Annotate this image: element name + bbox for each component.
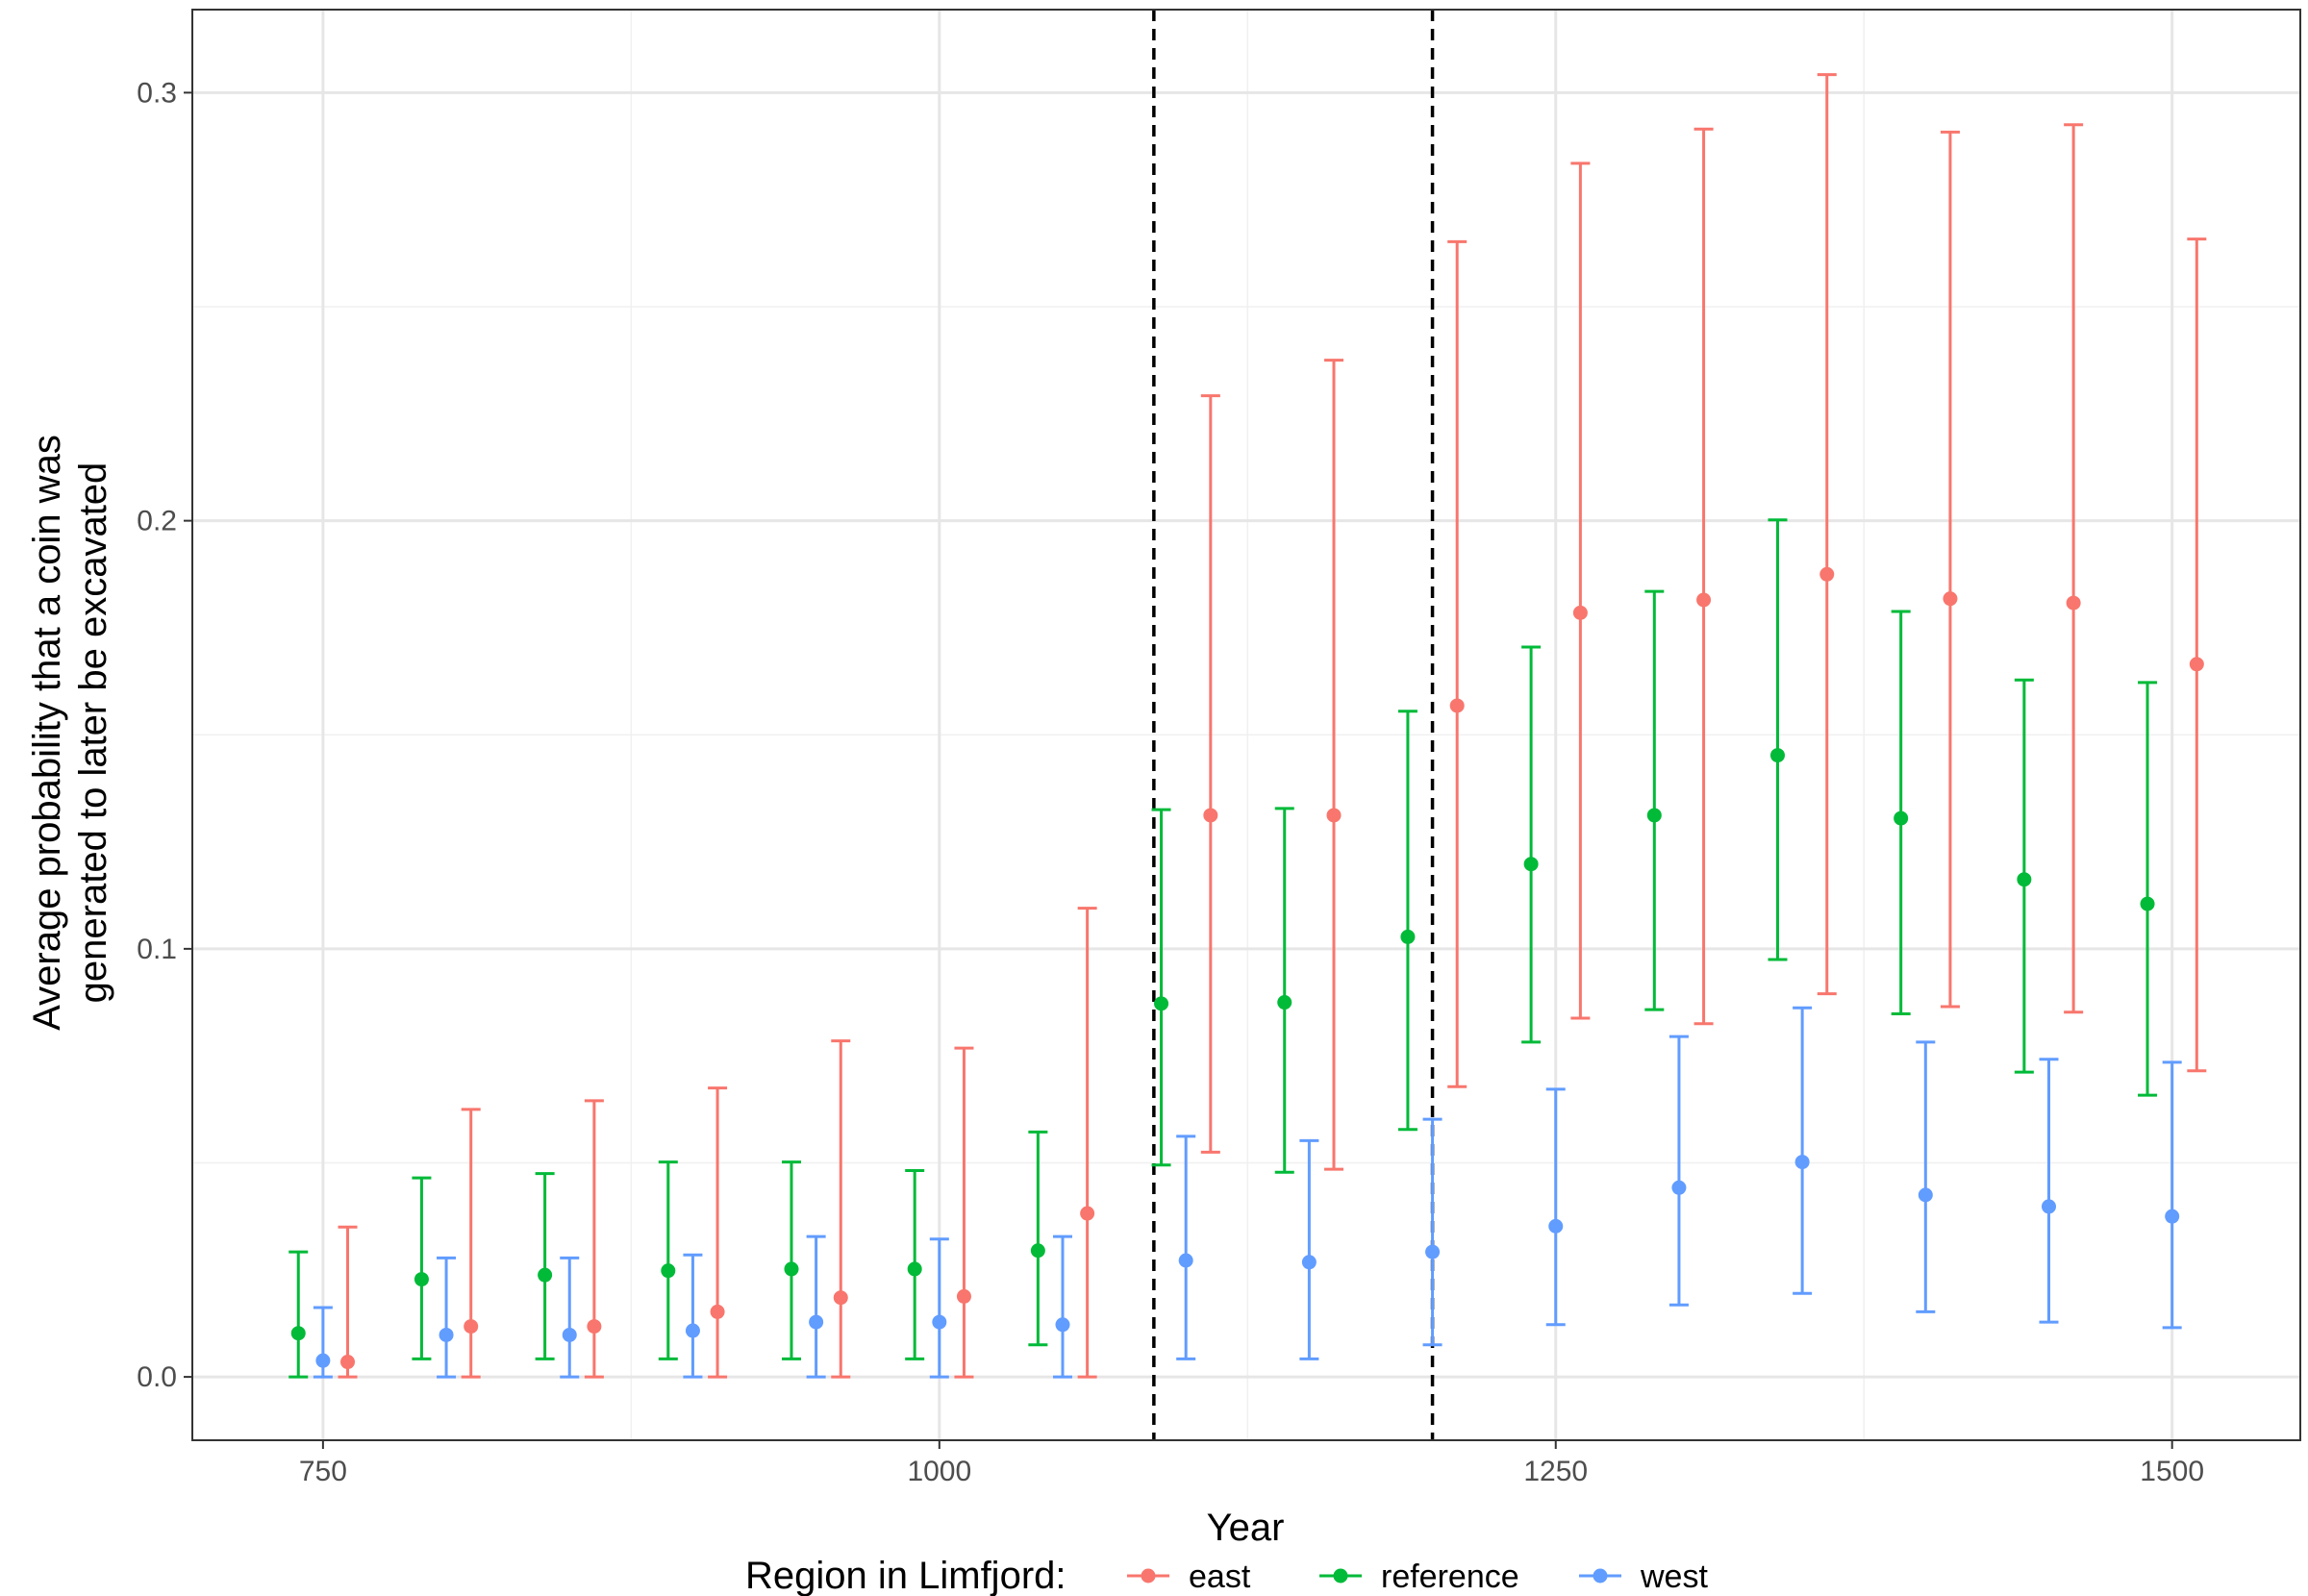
x-tick-label: 1250 — [1523, 1456, 1588, 1487]
point-west — [2041, 1199, 2056, 1214]
point-reference — [1769, 748, 1785, 763]
point-east — [2066, 595, 2081, 611]
point-west — [685, 1323, 700, 1338]
point-east — [1080, 1206, 1095, 1221]
x-tick-label: 1500 — [2140, 1456, 2204, 1487]
point-reference — [1277, 995, 1292, 1010]
legend-label-reference: reference — [1381, 1559, 1519, 1595]
point-west — [439, 1327, 454, 1342]
point-east — [1819, 566, 1835, 582]
panel-border — [191, 9, 2301, 1441]
point-east — [340, 1355, 356, 1370]
x-axis-title: Year — [1207, 1507, 1285, 1549]
reference-lines — [1152, 10, 1435, 1440]
x-tick-label: 1000 — [907, 1456, 971, 1487]
series-layer — [288, 73, 2207, 1379]
point-reference — [784, 1261, 799, 1277]
point-reference — [2140, 896, 2155, 911]
point-reference — [1400, 929, 1416, 944]
point-reference — [2017, 872, 2032, 887]
y-tick-label: 0.1 — [137, 934, 177, 965]
point-east — [1203, 808, 1218, 823]
point-east — [1572, 605, 1588, 620]
point-east — [710, 1304, 725, 1319]
y-tick-label: 0.0 — [137, 1361, 177, 1393]
point-east — [1449, 698, 1465, 713]
legend-key-point-reference — [1333, 1568, 1348, 1584]
point-east — [1326, 808, 1342, 823]
point-west — [1671, 1180, 1687, 1195]
point-reference — [290, 1326, 306, 1341]
x-tick-label: 750 — [299, 1456, 347, 1487]
series-west — [313, 1006, 2182, 1379]
axis-ticks: 0.0 0.1 0.2 0.3 750 1000 1250 1500 — [137, 77, 2204, 1487]
point-west — [315, 1353, 331, 1368]
point-west — [1301, 1255, 1317, 1270]
point-reference — [1646, 808, 1662, 823]
point-west — [1794, 1155, 1810, 1170]
point-east — [1943, 591, 1958, 607]
series-reference — [288, 518, 2158, 1379]
legend-label-east: east — [1189, 1559, 1251, 1595]
point-west — [932, 1314, 947, 1330]
y-tick-label: 0.3 — [137, 77, 177, 109]
point-west — [1055, 1317, 1070, 1333]
series-east — [338, 73, 2207, 1379]
point-west — [1425, 1244, 1441, 1259]
point-east — [2189, 657, 2204, 672]
legend-key-point-west — [1593, 1568, 1608, 1584]
point-west — [1178, 1253, 1193, 1268]
legend-title: Region in Limfjord: — [745, 1555, 1066, 1596]
point-reference — [1030, 1243, 1045, 1259]
point-reference — [538, 1267, 553, 1283]
legend-label-west: west — [1640, 1559, 1708, 1595]
grid-layer — [192, 10, 2300, 1440]
point-east — [956, 1288, 971, 1304]
point-west — [2165, 1209, 2180, 1224]
point-west — [809, 1314, 824, 1330]
point-west — [1548, 1218, 1564, 1234]
point-reference — [414, 1272, 429, 1287]
y-axis-title-line-1: Average probability that a coin was — [26, 435, 68, 1031]
legend-key-point-east — [1141, 1568, 1156, 1584]
point-reference — [661, 1263, 676, 1279]
point-east — [1696, 592, 1712, 608]
point-west — [1918, 1187, 1933, 1203]
legend: Region in Limfjord: east reference west — [745, 1555, 1708, 1596]
point-east — [833, 1290, 848, 1306]
point-east — [587, 1319, 602, 1334]
point-reference — [907, 1261, 922, 1277]
point-reference — [1523, 857, 1539, 872]
y-tick-label: 0.2 — [137, 506, 177, 537]
point-reference — [1154, 996, 1169, 1011]
point-east — [464, 1319, 479, 1334]
point-west — [562, 1327, 577, 1342]
point-reference — [1894, 810, 1909, 826]
y-axis-title-line-2: generated to later be excavated — [72, 462, 114, 1004]
